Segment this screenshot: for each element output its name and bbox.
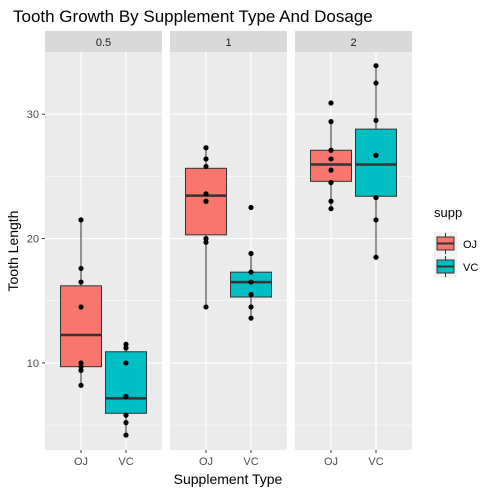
facet-strip: [45, 31, 162, 52]
data-point: [373, 117, 379, 124]
data-point: [328, 119, 334, 125]
data-point: [373, 152, 379, 158]
data-point: [78, 382, 84, 388]
legend-label: OJ: [463, 239, 477, 251]
data-point: [123, 432, 129, 438]
data-point: [328, 179, 334, 186]
data-point: [78, 279, 84, 285]
facet-label: 0.5: [96, 37, 111, 49]
box-VC: [230, 204, 272, 321]
x-tick-label: VC: [118, 456, 133, 468]
x-tick-label: OJ: [74, 456, 88, 468]
box-iqr: [185, 167, 227, 236]
data-point: [123, 420, 129, 426]
data-point: [203, 156, 209, 162]
y-tick-label: 20: [27, 234, 39, 246]
data-point: [248, 204, 254, 211]
data-point: [203, 198, 209, 204]
box-OJ: [185, 145, 227, 310]
y-tick-label: 10: [27, 358, 39, 370]
legend-label: VC: [463, 262, 478, 274]
legend-title: supp: [434, 205, 462, 220]
facet-label: 1: [225, 37, 231, 49]
data-point: [78, 360, 84, 366]
data-point: [248, 269, 254, 275]
data-point: [123, 393, 129, 400]
y-axis-title: Tooth Length: [5, 211, 21, 292]
data-point: [123, 360, 129, 366]
data-point: [203, 163, 209, 170]
facet-strip: [295, 31, 412, 52]
data-point: [328, 206, 334, 212]
data-point: [203, 145, 209, 151]
data-point: [78, 304, 84, 310]
data-point: [203, 304, 209, 310]
data-point: [123, 345, 129, 351]
facet-strip: [170, 31, 287, 52]
data-point: [248, 315, 254, 321]
box-iqr: [60, 285, 102, 368]
data-point: [248, 279, 254, 285]
data-point: [78, 265, 84, 272]
data-point: [123, 412, 129, 418]
data-point: [328, 167, 334, 173]
data-point: [248, 304, 254, 310]
facet-label: 2: [350, 37, 356, 49]
data-point: [78, 217, 84, 223]
box-OJ: [60, 217, 102, 388]
panel-background: [295, 52, 412, 450]
box-OJ: [310, 100, 352, 212]
data-point: [373, 217, 379, 223]
data-point: [203, 235, 209, 242]
data-point: [123, 341, 129, 347]
data-point: [78, 367, 84, 373]
chart-title: Tooth Growth By Supplement Type And Dosa…: [13, 7, 373, 26]
facet-panel-2: 2 OJ VC: [295, 31, 412, 468]
x-tick-label: OJ: [199, 456, 213, 468]
data-point: [373, 194, 379, 201]
x-tick-label: VC: [368, 456, 383, 468]
data-point: [373, 254, 379, 260]
data-point: [328, 198, 334, 204]
data-point: [328, 156, 334, 162]
data-point: [78, 364, 84, 370]
x-tick-label: VC: [243, 456, 258, 468]
data-point: [373, 80, 379, 86]
x-axis-title: Supplement Type: [174, 471, 283, 487]
y-tick-label: 30: [27, 109, 39, 121]
data-point: [373, 63, 379, 69]
data-point: [248, 291, 254, 298]
y-axis: 10 20 30: [27, 109, 45, 370]
facet-panel-1: 1 OJ VC: [170, 31, 287, 468]
data-point: [203, 239, 209, 245]
box-VC: [355, 63, 397, 260]
panel-background: [170, 52, 287, 450]
facet-panel-0: 0.5 OJ VC: [45, 31, 162, 468]
facet-panels: 0.5 OJ VC 1 OJ VC 2 OJ VC: [45, 31, 412, 468]
data-point: [203, 191, 209, 197]
x-tick-label: OJ: [324, 456, 338, 468]
data-point: [248, 250, 254, 257]
box-VC: [105, 341, 147, 438]
legend: supp OJ VC: [434, 205, 478, 278]
data-point: [328, 100, 334, 106]
data-point: [328, 147, 334, 153]
box-iqr: [355, 128, 397, 197]
